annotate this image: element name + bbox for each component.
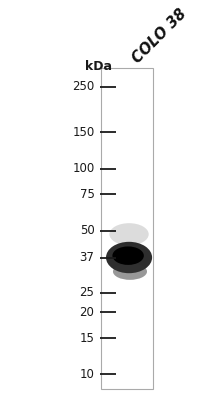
- Text: 20: 20: [80, 306, 94, 319]
- Ellipse shape: [109, 223, 149, 245]
- Text: 100: 100: [72, 162, 94, 175]
- Text: 50: 50: [80, 224, 94, 237]
- Text: 250: 250: [72, 80, 94, 93]
- Text: COLO 38: COLO 38: [130, 6, 190, 66]
- Text: 25: 25: [80, 286, 94, 299]
- Text: 37: 37: [80, 251, 94, 264]
- Text: 15: 15: [80, 332, 94, 345]
- Ellipse shape: [112, 246, 144, 265]
- FancyBboxPatch shape: [101, 68, 153, 389]
- Ellipse shape: [113, 263, 147, 280]
- Text: kDa: kDa: [85, 60, 112, 73]
- Text: 10: 10: [80, 368, 94, 381]
- Text: 75: 75: [80, 188, 94, 201]
- Text: 150: 150: [72, 126, 94, 139]
- Ellipse shape: [106, 242, 152, 273]
